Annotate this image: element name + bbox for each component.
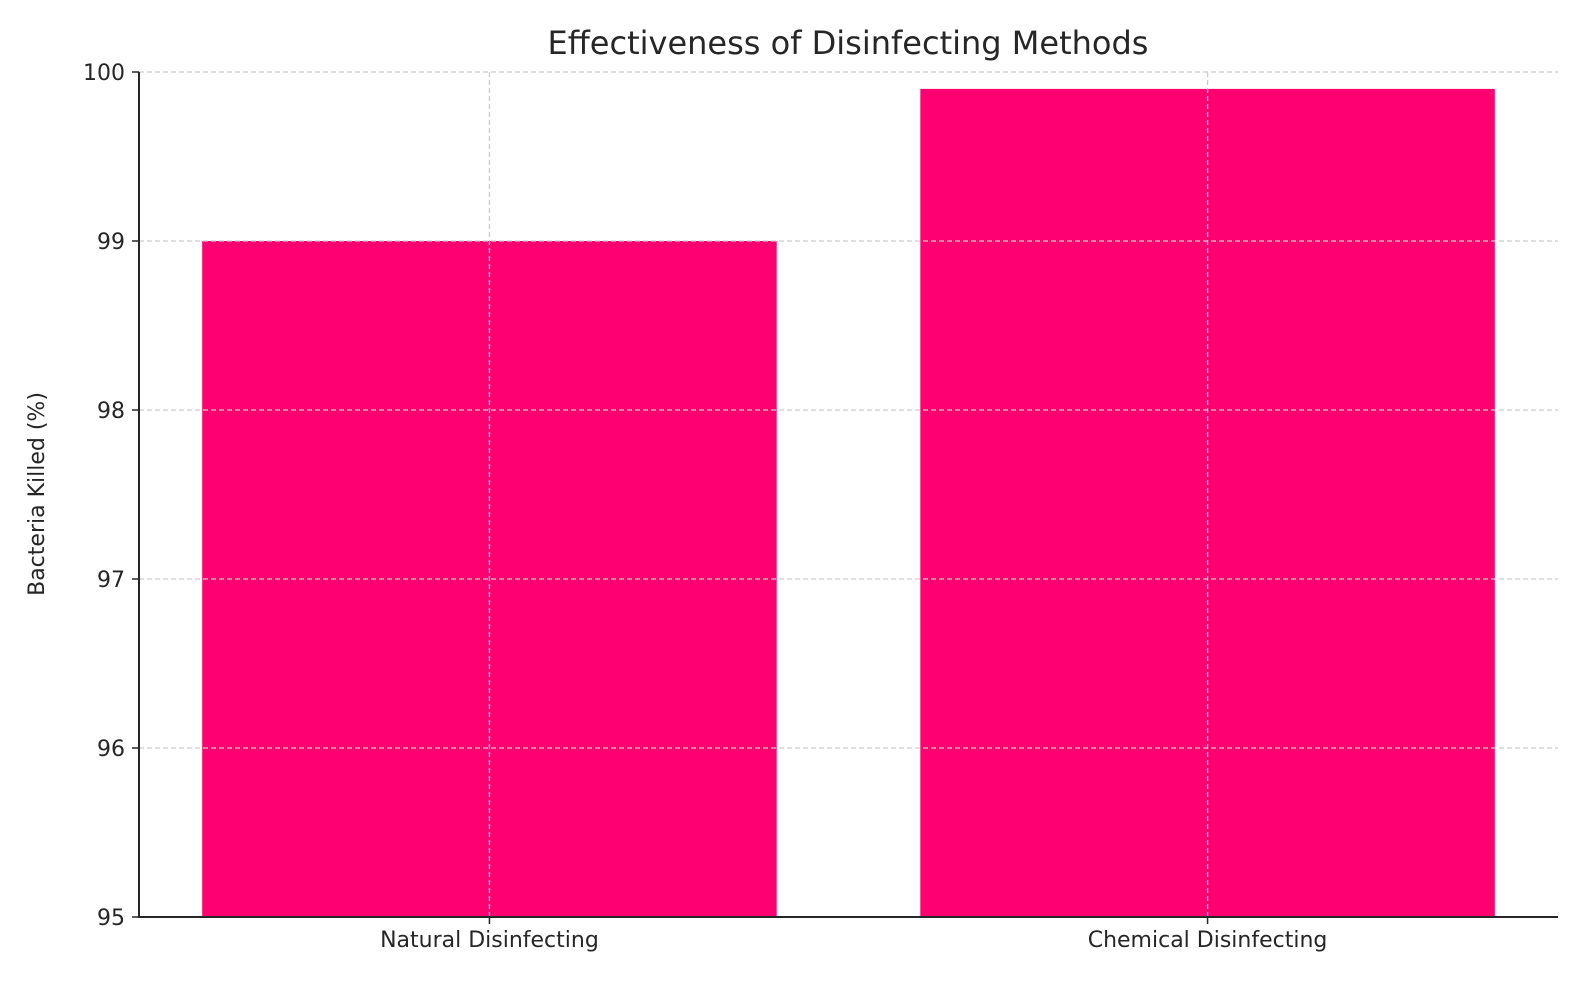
chart-title: Effectiveness of Disinfecting Methods bbox=[548, 24, 1149, 62]
x-tick-label: Natural Disinfecting bbox=[380, 928, 599, 953]
y-tick-label: 100 bbox=[83, 61, 125, 86]
y-tick-label: 98 bbox=[97, 399, 125, 424]
y-axis-label: Bacteria Killed (%) bbox=[25, 392, 50, 596]
y-tick-label: 96 bbox=[97, 737, 125, 762]
x-tick-label: Chemical Disinfecting bbox=[1088, 928, 1328, 953]
y-tick-label: 97 bbox=[97, 568, 125, 593]
y-tick-label: 99 bbox=[97, 230, 125, 255]
y-tick-label: 95 bbox=[97, 906, 125, 931]
